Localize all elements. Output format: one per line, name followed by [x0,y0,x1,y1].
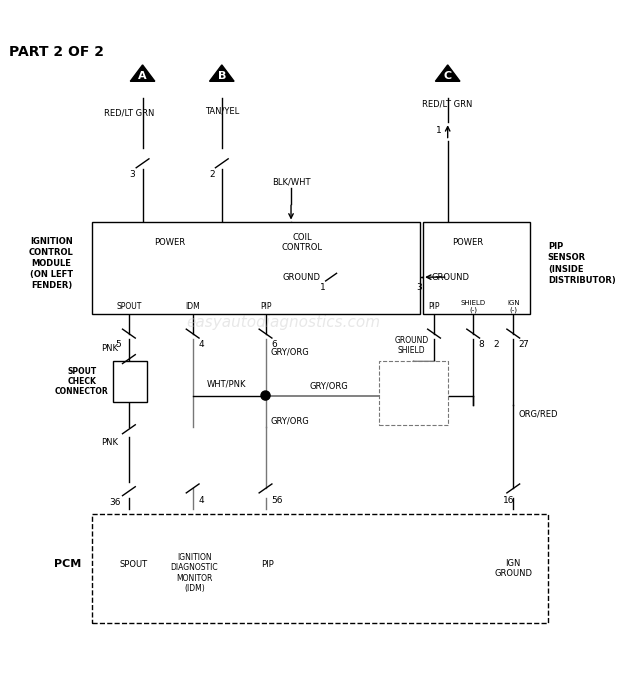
Text: 7: 7 [522,340,528,349]
Text: 36: 36 [109,498,121,507]
Text: SHIELD
(-): SHIELD (-) [460,300,486,313]
Text: GRY/ORG: GRY/ORG [271,416,310,426]
Text: SPOUT
CHECK
CONNECTOR: SPOUT CHECK CONNECTOR [55,367,109,396]
Circle shape [261,391,270,400]
Text: GROUND
SHIELD: GROUND SHIELD [394,336,428,355]
Text: PIP: PIP [260,302,271,311]
Text: ORG/RED: ORG/RED [519,410,558,419]
Text: 4: 4 [198,496,204,505]
Text: 5: 5 [115,340,121,349]
Text: 2: 2 [519,340,524,349]
Text: 3: 3 [416,283,421,292]
Text: IGNITION
CONTROL
MODULE
(ON LEFT
FENDER): IGNITION CONTROL MODULE (ON LEFT FENDER) [29,237,74,290]
Text: COIL
CONTROL: COIL CONTROL [281,233,323,252]
Bar [93,223,420,314]
Text: C: C [444,71,452,80]
Bar [379,361,447,425]
Text: GRY/ORG: GRY/ORG [310,381,349,390]
Text: IGN
(-): IGN (-) [507,300,520,313]
Text: 1: 1 [436,126,441,135]
Text: POWER: POWER [452,238,483,247]
Text: SPOUT: SPOUT [119,559,148,568]
Text: 8: 8 [479,340,485,349]
Polygon shape [210,65,234,81]
Bar [423,223,530,314]
Text: 16: 16 [503,496,514,505]
Text: GRY/ORG: GRY/ORG [271,347,310,356]
Text: 4: 4 [198,340,204,349]
Text: SPOUT: SPOUT [116,302,142,311]
Text: B: B [218,71,226,80]
Text: 6: 6 [271,340,277,349]
Text: 2: 2 [493,340,499,349]
Text: PIP: PIP [261,559,274,568]
Text: 2: 2 [209,169,214,178]
Text: GROUND: GROUND [431,272,470,281]
Text: TAN/YEL: TAN/YEL [205,107,239,116]
Text: IDM: IDM [185,302,200,311]
Text: PNK: PNK [101,438,118,447]
Text: easyautodiagnostics.com: easyautodiagnostics.com [187,315,381,330]
Text: PIP: PIP [428,302,440,311]
Text: RED/LT GRN: RED/LT GRN [104,108,154,118]
Text: 56: 56 [271,496,282,505]
Text: BLK/WHT: BLK/WHT [272,177,310,186]
Text: GROUND: GROUND [283,272,321,281]
Text: PCM: PCM [54,559,82,569]
Text: 3: 3 [130,169,135,178]
Text: RED/LT GRN: RED/LT GRN [423,99,473,108]
Text: PNK: PNK [101,344,118,353]
Text: IGNITION
DIAGNOSTIC
MONITOR
(IDM): IGNITION DIAGNOSTIC MONITOR (IDM) [171,553,218,593]
Polygon shape [130,65,155,81]
Bar [112,361,147,402]
Text: PIP
SENSOR
(INSIDE
DISTRIBUTOR): PIP SENSOR (INSIDE DISTRIBUTOR) [548,242,616,285]
Polygon shape [436,65,460,81]
Text: A: A [138,71,147,80]
Text: PART 2 OF 2: PART 2 OF 2 [9,45,104,59]
Bar [93,514,548,623]
Text: IGN
GROUND: IGN GROUND [494,559,532,578]
Text: POWER: POWER [154,238,185,247]
Text: 1: 1 [320,283,326,292]
Text: WHT/PNK: WHT/PNK [206,379,246,389]
